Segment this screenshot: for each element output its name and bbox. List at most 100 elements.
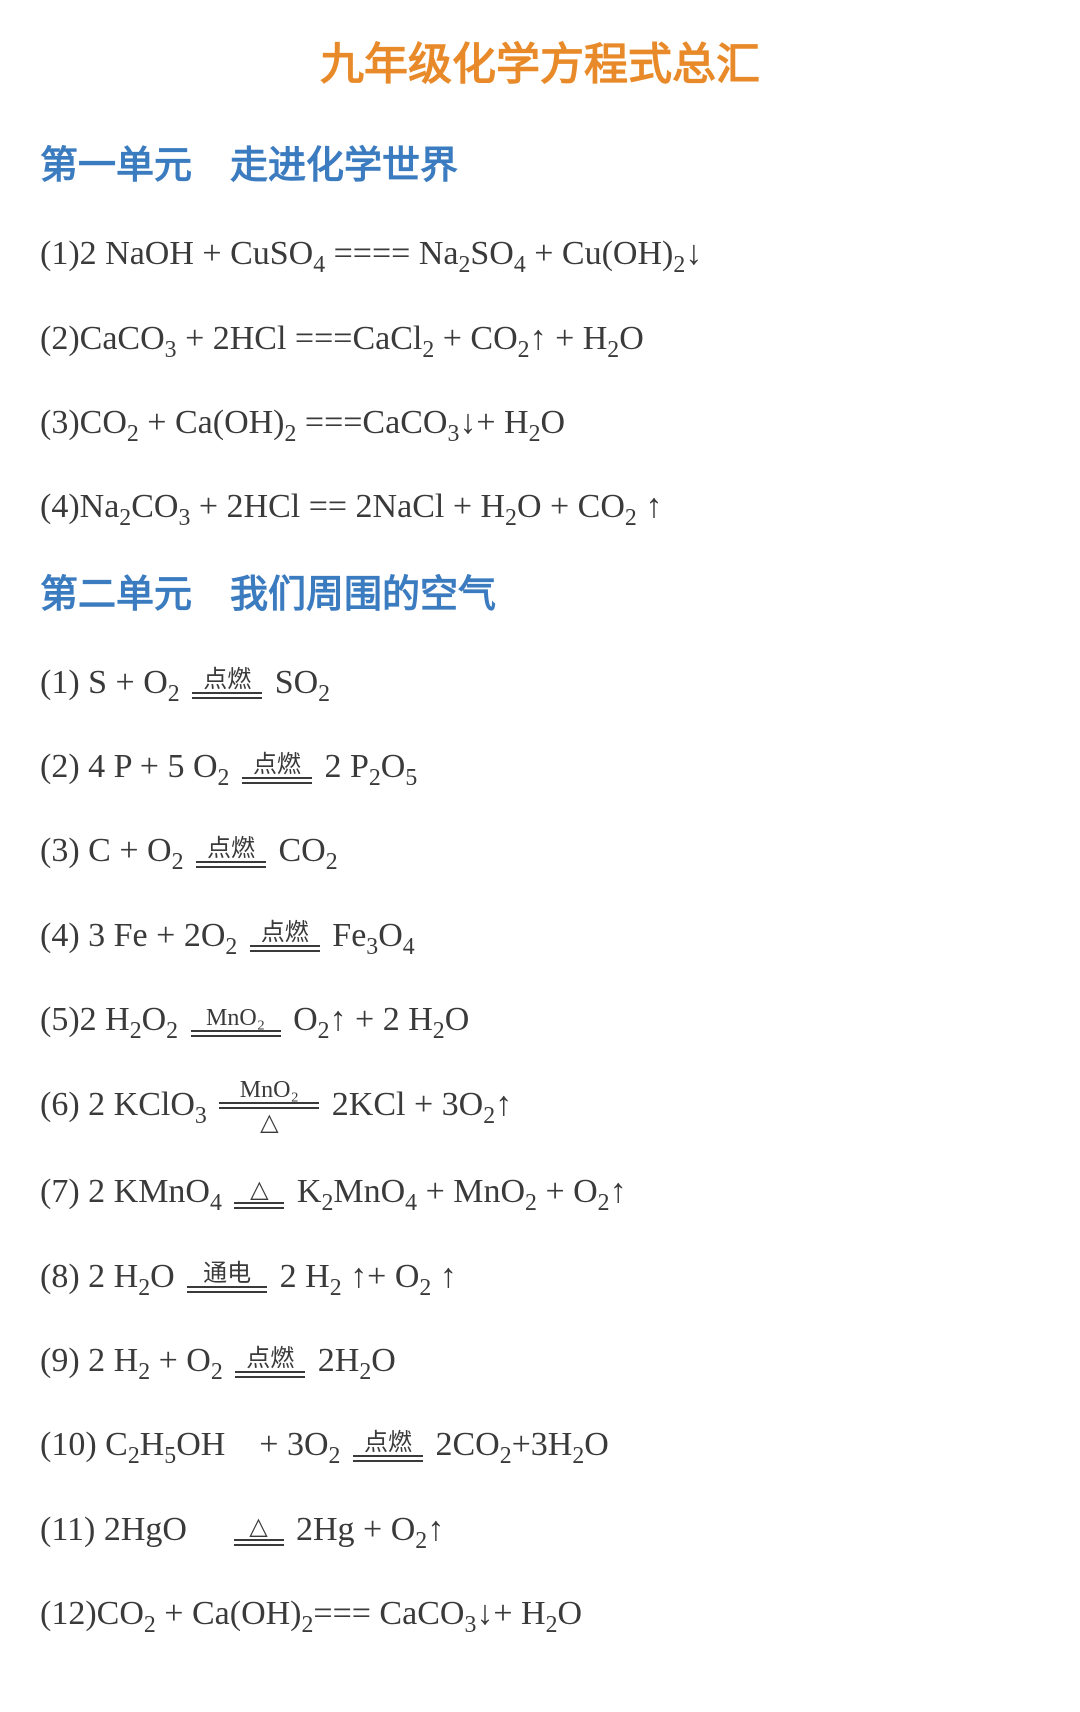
tok: (12)CO [40, 1595, 144, 1632]
arrow-line [250, 945, 320, 952]
tok: O [142, 1001, 167, 1038]
tok: 2 H [280, 1258, 330, 1295]
eq-2-10: (10) C2H5OH + 3O2 点燃 2CO2+3H2O [40, 1418, 1040, 1472]
eq-2-9: (9) 2 H2 + O2 点燃 2H2O [40, 1334, 1040, 1388]
eq-1-3: (3)CO2 + Ca(OH)2 ===CaCO3↓+ H2O [40, 396, 1040, 450]
eq-2-2: (2) 4 P + 5 O2 点燃 2 P2O5 [40, 740, 1040, 794]
sub: 2 [598, 1190, 610, 1216]
cond: △ [234, 1515, 284, 1539]
sub: 3 [464, 1612, 476, 1638]
arrow-line [187, 1286, 267, 1293]
cond: 点燃 [235, 1347, 305, 1371]
tok: O [381, 748, 406, 785]
arrow-line [234, 1202, 284, 1209]
tok: ↑ [427, 1511, 444, 1548]
tok: (4) 3 Fe + 2O [40, 917, 225, 954]
tok: (3)CO [40, 404, 127, 441]
sub: 2 [369, 765, 381, 791]
sub: 3 [178, 505, 190, 531]
sub: 2 [415, 1528, 427, 1554]
tok: CO [278, 832, 325, 869]
arrow-ignite: 点燃 [250, 921, 320, 954]
eq-2-4: (4) 3 Fe + 2O2 点燃 Fe3O4 [40, 909, 1040, 963]
tok: O + CO [517, 488, 625, 525]
cond: △ [234, 1178, 284, 1202]
sub: 2 [168, 680, 180, 706]
tok: 2 P [324, 748, 368, 785]
tok: ↑ [495, 1086, 512, 1123]
sub: 4 [405, 1190, 417, 1216]
sub: 2 [422, 336, 434, 362]
sub: 3 [195, 1102, 207, 1128]
tok: OH + 3O [176, 1426, 328, 1463]
arrow-mno2: MnO₂ [191, 1006, 281, 1039]
arrow-mno2-heat: MnO₂ △ [219, 1078, 319, 1135]
tok: O [150, 1258, 175, 1295]
sub: 3 [447, 421, 459, 447]
sub: 2 [529, 421, 541, 447]
tok: + Ca(OH) [156, 1595, 302, 1632]
tok: + Cu(OH) [526, 235, 674, 272]
tok: ↑ [431, 1258, 457, 1295]
eq-2-5: (5)2 H2O2 MnO₂ O2↑ + 2 H2O [40, 993, 1040, 1047]
sub: 2 [128, 1443, 140, 1469]
cond: 通电 [187, 1262, 267, 1286]
sub: 4 [210, 1190, 222, 1216]
sub: 2 [572, 1443, 584, 1469]
tok: ↓+ H [476, 1595, 545, 1632]
tok: ↑+ O [342, 1258, 420, 1295]
sub: 2 [607, 336, 619, 362]
eq-1-2: (2)CaCO3 + 2HCl ===CaCl2 + CO2↑ + H2O [40, 312, 1040, 366]
sub: 2 [329, 1443, 341, 1469]
arrow-ignite: 点燃 [235, 1347, 305, 1380]
sub: 4 [403, 934, 415, 960]
sub: 2 [127, 421, 139, 447]
document-page: 九年级化学方程式总汇 第一单元 走进化学世界 (1)2 NaOH + CuSO4… [0, 0, 1080, 1712]
cond: MnO₂ [219, 1078, 319, 1102]
arrow-line [234, 1539, 284, 1546]
tok: ↑ [610, 1173, 627, 1210]
tok: (7) 2 KMnO [40, 1173, 210, 1210]
cond: 点燃 [196, 837, 266, 861]
sub: 2 [138, 1274, 150, 1300]
tok: (10) C [40, 1426, 128, 1463]
tok: === CaCO [313, 1595, 464, 1632]
tok: + 2HCl == 2NaCl + H [190, 488, 505, 525]
arrow-elec: 通电 [187, 1262, 267, 1295]
eq-2-7: (7) 2 KMnO4 △ K2MnO4 + MnO2 + O2↑ [40, 1165, 1040, 1219]
eq-1-4: (4)Na2CO3 + 2HCl == 2NaCl + H2O + CO2 ↑ [40, 480, 1040, 534]
arrow-ignite: 点燃 [192, 668, 262, 701]
tok: + CO [434, 320, 517, 357]
tok: ==== Na [325, 235, 458, 272]
tok: 2KCl + 3O [332, 1086, 483, 1123]
sub: 2 [326, 849, 338, 875]
eq-2-3: (3) C + O2 点燃 CO2 [40, 824, 1040, 878]
cond: 点燃 [353, 1431, 423, 1455]
section-1-heading: 第一单元 走进化学世界 [40, 136, 1040, 197]
tok: ↑ [637, 488, 663, 525]
tok: O [371, 1342, 396, 1379]
arrow-line [219, 1102, 319, 1109]
arrow-line [353, 1455, 423, 1462]
sub: 2 [525, 1190, 537, 1216]
tok: SO [470, 235, 513, 272]
tok: SO [275, 664, 318, 701]
arrow-ignite: 点燃 [353, 1431, 423, 1464]
arrow-line [191, 1030, 281, 1037]
arrow-line [192, 692, 262, 699]
tok: + O [150, 1342, 211, 1379]
tok: + 2HCl ===CaCl [177, 320, 423, 357]
arrow-line [196, 861, 266, 868]
sub: 2 [211, 1359, 223, 1385]
sub: 2 [419, 1274, 431, 1300]
sub: 5 [164, 1443, 176, 1469]
tok: 2H [318, 1342, 360, 1379]
sub: 4 [313, 252, 325, 278]
sub: 2 [321, 1190, 333, 1216]
tok: O [557, 1595, 582, 1632]
sub: 2 [500, 1443, 512, 1469]
tok: (6) 2 KClO [40, 1086, 195, 1123]
tok: O [445, 1001, 470, 1038]
cond: 点燃 [250, 921, 320, 945]
sub: 2 [138, 1359, 150, 1385]
